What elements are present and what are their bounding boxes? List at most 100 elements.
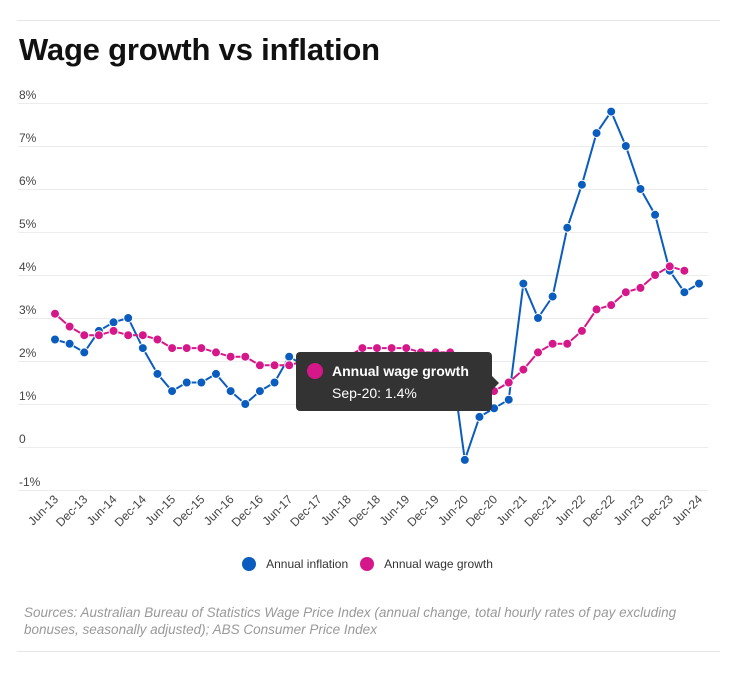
data-point[interactable] [108, 317, 119, 328]
data-point[interactable] [459, 454, 470, 465]
x-tick-label: Dec-16 [229, 492, 266, 529]
data-point[interactable] [284, 351, 295, 362]
x-tick-label: Dec-20 [463, 492, 500, 529]
x-tick-label: Dec-13 [53, 492, 90, 529]
y-tick-label: 7% [19, 131, 37, 145]
y-tick-label: 5% [19, 217, 37, 231]
data-point[interactable] [254, 386, 265, 397]
x-tick-label: Jun-24 [669, 492, 705, 528]
data-point[interactable] [591, 304, 602, 315]
y-tick-label: 0 [19, 432, 26, 446]
y-tick-label: 4% [19, 260, 37, 274]
legend-item-inflation[interactable]: Annual inflation [242, 557, 348, 571]
data-point[interactable] [474, 411, 485, 422]
data-point[interactable] [108, 325, 119, 336]
x-tick-label: Dec-23 [639, 492, 676, 529]
data-point[interactable] [503, 394, 514, 405]
y-tick-label: 6% [19, 174, 37, 188]
data-point[interactable] [211, 347, 221, 358]
data-point[interactable] [50, 308, 60, 319]
data-point[interactable] [606, 300, 617, 311]
data-point[interactable] [123, 330, 134, 341]
data-point[interactable] [635, 184, 646, 194]
data-point[interactable] [225, 386, 236, 397]
data-point[interactable] [503, 377, 514, 388]
tooltip-series-name: Annual wage growth [332, 363, 469, 379]
data-point[interactable] [152, 368, 163, 379]
data-point[interactable] [152, 334, 163, 345]
source-note: Sources: Australian Bureau of Statistics… [24, 605, 677, 637]
data-point[interactable] [562, 338, 573, 349]
data-point[interactable] [181, 377, 192, 388]
data-point[interactable] [576, 325, 587, 336]
legend: Annual inflation Annual wage growth [0, 557, 735, 571]
data-point[interactable] [591, 128, 602, 139]
legend-item-wage-growth[interactable]: Annual wage growth [360, 557, 493, 571]
line-chart: 8% 7% 6% 5% 4% 3% 2% 1% 0 -1% Jun-13Dec-13Jun-14D… [18, 88, 708, 529]
data-point[interactable] [620, 287, 631, 298]
data-point[interactable] [137, 330, 148, 341]
data-point[interactable] [284, 360, 295, 371]
x-axis-ticks: Jun-13Dec-13Jun-14Dec-14Jun-15Dec-15Jun-… [25, 492, 705, 529]
tooltip-value: Sep-20: 1.4% [332, 385, 417, 401]
data-point[interactable] [167, 343, 178, 354]
data-point[interactable] [635, 282, 646, 293]
data-point[interactable] [547, 338, 558, 349]
series-wage-growth [50, 261, 690, 397]
data-point[interactable] [64, 338, 75, 349]
data-point[interactable] [650, 270, 661, 280]
x-tick-label: Dec-14 [112, 492, 149, 529]
tooltip: Annual wage growth Sep-20: 1.4% [296, 352, 499, 411]
data-point[interactable] [562, 222, 573, 233]
data-point[interactable] [196, 343, 207, 354]
data-point[interactable] [137, 343, 148, 354]
x-tick-label: Dec-18 [346, 492, 383, 529]
wage-growth-marker-icon [360, 557, 375, 571]
data-point[interactable] [50, 334, 60, 345]
legend-label-inflation: Annual inflation [266, 557, 349, 571]
y-axis-ticks: 8% 7% 6% 5% 4% 3% 2% 1% 0 -1% [19, 88, 41, 489]
bottom-divider [17, 651, 720, 652]
data-point[interactable] [679, 287, 690, 298]
data-point[interactable] [93, 330, 104, 341]
inflation-marker-icon [242, 557, 257, 571]
data-point[interactable] [620, 141, 631, 151]
data-point[interactable] [181, 343, 192, 354]
data-point[interactable] [167, 386, 178, 397]
data-point[interactable] [576, 179, 587, 190]
data-point[interactable] [269, 360, 280, 371]
data-point[interactable] [650, 209, 661, 220]
data-point[interactable] [533, 347, 543, 358]
y-tick-label: 2% [19, 346, 37, 360]
data-point[interactable] [240, 399, 251, 409]
data-point[interactable] [254, 360, 265, 371]
x-tick-label: Dec-17 [287, 492, 324, 529]
data-point[interactable] [533, 313, 543, 323]
data-point[interactable] [79, 347, 90, 358]
data-point[interactable] [240, 351, 251, 362]
data-point[interactable] [547, 291, 558, 302]
x-tick-label: Dec-15 [170, 492, 207, 529]
data-point[interactable] [225, 351, 236, 362]
data-point[interactable] [679, 265, 690, 276]
tooltip-series-marker-icon [307, 363, 323, 379]
data-point[interactable] [664, 261, 675, 272]
x-tick-label: Dec-19 [404, 492, 441, 529]
y-tick-label: -1% [19, 475, 41, 489]
top-divider [17, 20, 720, 21]
gridlines [18, 103, 708, 491]
data-point[interactable] [79, 330, 90, 341]
data-point[interactable] [518, 364, 529, 375]
x-tick-label: Dec-22 [580, 492, 617, 529]
data-point[interactable] [196, 377, 207, 388]
y-tick-label: 3% [19, 303, 37, 317]
data-point[interactable] [64, 321, 75, 332]
y-tick-label: 1% [19, 389, 37, 403]
data-point[interactable] [518, 278, 529, 289]
data-point[interactable] [269, 377, 280, 388]
data-point[interactable] [606, 106, 617, 117]
data-point[interactable] [123, 313, 134, 323]
data-point[interactable] [211, 368, 221, 379]
data-point[interactable] [694, 278, 704, 289]
chart-title: Wage growth vs inflation [19, 32, 380, 67]
